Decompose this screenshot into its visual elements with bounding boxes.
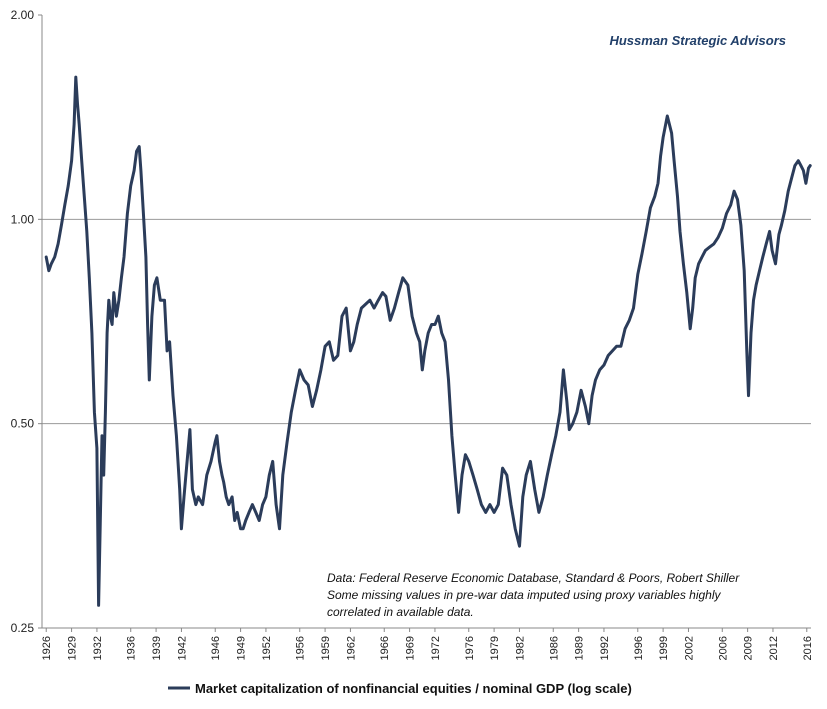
x-tick-label: 1936 bbox=[126, 636, 138, 660]
x-tick-label: 1966 bbox=[379, 636, 391, 660]
x-tick-label: 2009 bbox=[743, 636, 755, 660]
x-tick-label: 1972 bbox=[430, 636, 442, 660]
x-tick-label: 1926 bbox=[41, 636, 53, 660]
y-tick-label: 2.00 bbox=[11, 8, 35, 22]
x-tick-label: 2012 bbox=[768, 636, 780, 660]
y-axis-ticks: 2.00 1.00 0.50 0.25 bbox=[11, 8, 42, 635]
x-tick-label: 1949 bbox=[236, 636, 248, 660]
series-layer bbox=[44, 75, 812, 607]
x-tick-label: 1929 bbox=[67, 636, 79, 660]
x-tick-label: 1939 bbox=[151, 636, 163, 660]
x-tick-label: 1989 bbox=[574, 636, 586, 660]
legend: Market capitalization of nonfinancial eq… bbox=[168, 681, 632, 696]
x-axis-ticks: 1926 1929 1932 1936 1939 1942 1946 1949 1952 1956… bbox=[41, 628, 814, 660]
annotation-line-2: Some missing values in pre-war data impu… bbox=[327, 588, 722, 602]
x-tick-label: 1992 bbox=[599, 636, 611, 660]
x-tick-label: 1976 bbox=[464, 636, 476, 660]
x-tick-label: 1932 bbox=[92, 636, 104, 660]
legend-label: Market capitalization of nonfinancial eq… bbox=[195, 681, 632, 696]
series-line-0 bbox=[44, 75, 812, 607]
x-tick-label: 1946 bbox=[210, 636, 222, 660]
brand-label: Hussman Strategic Advisors bbox=[609, 33, 786, 48]
gridlines bbox=[42, 218, 811, 425]
x-tick-label: 2006 bbox=[717, 636, 729, 660]
x-tick-label: 1996 bbox=[633, 636, 645, 660]
x-tick-label: 1982 bbox=[514, 636, 526, 660]
x-tick-label: 1956 bbox=[295, 636, 307, 660]
x-tick-label: 1959 bbox=[320, 636, 332, 660]
x-tick-label: 1979 bbox=[489, 636, 501, 660]
x-tick-label: 1986 bbox=[548, 636, 560, 660]
x-tick-label: 1962 bbox=[345, 636, 357, 660]
x-tick-label: 1952 bbox=[261, 636, 273, 660]
axes bbox=[41, 15, 811, 629]
x-tick-label: 2016 bbox=[802, 636, 814, 660]
plot-area bbox=[42, 15, 811, 628]
x-tick-label: 1942 bbox=[176, 636, 188, 660]
annotation-line-1: Data: Federal Reserve Economic Database,… bbox=[327, 571, 740, 585]
y-tick-label: 1.00 bbox=[11, 212, 35, 226]
annotation-line-3: correlated in available data. bbox=[327, 605, 474, 619]
y-tick-label: 0.25 bbox=[11, 621, 35, 635]
x-tick-label: 1999 bbox=[658, 636, 670, 660]
y-tick-label: 0.50 bbox=[11, 417, 35, 431]
x-tick-label: 2002 bbox=[683, 636, 695, 660]
x-tick-label: 1969 bbox=[405, 636, 417, 660]
